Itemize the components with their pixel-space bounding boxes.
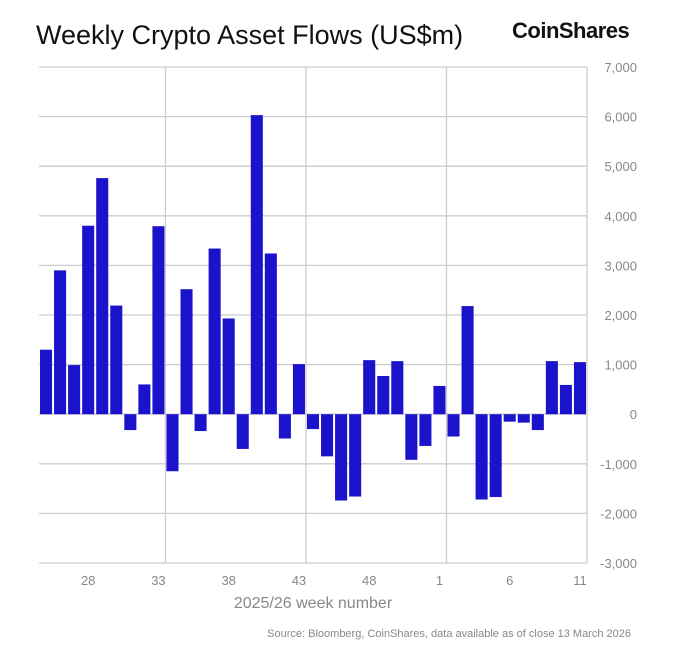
bar-week-47 xyxy=(349,414,362,497)
bar-week-49 xyxy=(377,376,390,415)
bar-week-37 xyxy=(208,248,221,415)
y-tick-label: 3,000 xyxy=(604,258,637,273)
bar-week-5 xyxy=(489,414,502,498)
bar-week-36 xyxy=(194,414,207,432)
x-axis-title: 2025/26 week number xyxy=(233,595,393,612)
bar-week-1 xyxy=(433,385,446,415)
y-tick-label: 7,000 xyxy=(604,60,637,75)
bar-week-52 xyxy=(419,414,432,446)
coinshares-logo: CoinShares xyxy=(512,18,630,43)
bar-week-39 xyxy=(236,414,249,449)
bar-week-25 xyxy=(40,349,53,415)
x-tick-label: 28 xyxy=(81,573,95,588)
y-tick-label: -1,000 xyxy=(600,457,637,472)
bar-week-29 xyxy=(96,178,109,415)
bar-week-8 xyxy=(531,414,544,431)
bar-week-28 xyxy=(82,225,95,415)
y-tick-label: 2,000 xyxy=(604,308,637,323)
x-tick-label: 48 xyxy=(362,573,376,588)
x-tick-label: 1 xyxy=(436,573,443,588)
x-tick-label: 6 xyxy=(506,573,513,588)
bar-week-9 xyxy=(545,361,558,415)
bar-week-2 xyxy=(447,414,460,437)
bar-week-27 xyxy=(68,365,81,415)
bar-week-34 xyxy=(166,414,179,472)
x-tick-label: 38 xyxy=(221,573,235,588)
bar-week-50 xyxy=(391,361,404,415)
bar-week-4 xyxy=(475,414,488,500)
bar-week-35 xyxy=(180,289,193,415)
bar-week-7 xyxy=(517,414,530,423)
y-tick-label: 6,000 xyxy=(604,110,637,125)
chart-title: Weekly Crypto Asset Flows (US$m) xyxy=(36,20,464,50)
bar-week-10 xyxy=(559,384,572,415)
bar-week-51 xyxy=(405,414,418,460)
bar-week-40 xyxy=(250,115,263,415)
x-tick-label: 43 xyxy=(292,573,306,588)
source-note: Source: Bloomberg, CoinShares, data avai… xyxy=(267,628,631,640)
bar-week-3 xyxy=(461,306,474,415)
bar-week-41 xyxy=(264,253,277,415)
bar-week-31 xyxy=(124,414,137,431)
bar-week-32 xyxy=(138,384,151,415)
x-tick-label: 33 xyxy=(151,573,165,588)
bar-week-38 xyxy=(222,318,235,415)
bar-week-48 xyxy=(363,360,376,415)
y-tick-label: 4,000 xyxy=(604,209,637,224)
bar-week-44 xyxy=(306,414,320,430)
x-tick-label: 11 xyxy=(573,573,587,588)
y-tick-label: 0 xyxy=(630,407,637,422)
bar-week-43 xyxy=(292,364,305,415)
bar-week-6 xyxy=(503,414,516,422)
bar-week-33 xyxy=(152,226,165,415)
bar-week-45 xyxy=(321,414,334,457)
y-tick-label: -3,000 xyxy=(600,556,637,571)
bar-week-26 xyxy=(54,270,67,415)
y-tick-label: 1,000 xyxy=(604,358,637,373)
bar-week-42 xyxy=(278,414,291,439)
y-tick-label: 5,000 xyxy=(604,159,637,174)
bar-week-11 xyxy=(573,362,586,415)
bar-week-30 xyxy=(110,305,123,415)
y-tick-label: -2,000 xyxy=(600,506,637,521)
bar-week-46 xyxy=(335,414,348,501)
